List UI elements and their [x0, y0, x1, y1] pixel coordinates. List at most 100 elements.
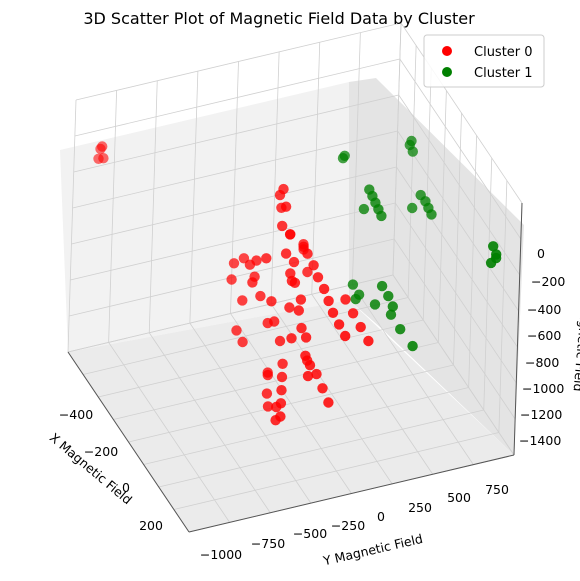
z-tick-label: −200	[531, 274, 565, 289]
y-tick-label: −750	[251, 536, 285, 551]
cluster-0-point	[340, 330, 351, 342]
cluster-0-point	[293, 305, 304, 316]
cluster-0-point	[302, 266, 313, 278]
cluster-0-point	[302, 370, 314, 382]
y-tick-label: −500	[293, 526, 327, 541]
cluster-0-point	[323, 295, 334, 307]
cluster-1-point	[407, 146, 418, 157]
cluster-0-point	[276, 202, 287, 213]
gridline	[498, 180, 508, 433]
cluster-0-point	[249, 271, 260, 282]
legend-label: Cluster 1	[474, 66, 533, 81]
cluster-0-point	[300, 332, 312, 343]
gridline	[351, 32, 361, 285]
cluster-0-point	[323, 397, 334, 408]
cluster-0-point	[228, 258, 240, 269]
gridline	[311, 42, 321, 295]
cluster-0-point	[276, 385, 287, 396]
back-pane-left	[60, 82, 349, 352]
gridlines	[67, 22, 523, 533]
legend-marker-cluster-0	[442, 46, 452, 56]
z-tick-label: −400	[527, 302, 561, 317]
x-tick-label: 200	[139, 518, 163, 533]
gridline	[108, 90, 118, 343]
cluster-0-point	[237, 295, 248, 306]
cluster-0-point	[262, 401, 274, 412]
gridline	[148, 80, 158, 333]
cluster-0-point	[298, 244, 309, 255]
cluster-1-point	[383, 290, 394, 302]
gridline	[422, 67, 432, 321]
cluster-0-point	[93, 153, 104, 164]
legend-label: Cluster 0	[474, 45, 533, 60]
cluster-0-point	[255, 290, 266, 302]
cluster-0-point	[286, 333, 297, 344]
cluster-0-point	[311, 368, 322, 380]
gridline	[189, 322, 312, 504]
cluster-0-point	[274, 189, 286, 201]
cluster-0-point	[286, 275, 298, 287]
gridline	[75, 22, 402, 101]
cluster-0-point	[355, 321, 366, 333]
legend-marker-cluster-1	[442, 67, 452, 77]
gridline	[483, 157, 493, 411]
cluster-0-point	[270, 415, 281, 426]
cluster-1-point	[426, 209, 437, 220]
cluster-1-point	[407, 202, 418, 214]
cluster-0-point	[262, 317, 273, 329]
gridline	[407, 45, 417, 298]
cluster-1-point	[376, 210, 387, 222]
x-axis-ticks: −400 −200 0 200	[59, 407, 163, 533]
y-axis-line	[188, 454, 515, 533]
cluster-0-point	[226, 274, 237, 285]
cluster-1-point	[488, 241, 499, 252]
cluster-0-point	[238, 253, 250, 264]
cluster-0-point	[333, 319, 345, 330]
cluster-0-point	[317, 383, 328, 394]
y-axis-ticks: −1000 −750 −500 −250 0 250 500 750	[200, 482, 509, 562]
cluster-0-point	[231, 325, 242, 336]
z-tick-label: 0	[537, 246, 545, 261]
gridline	[108, 342, 230, 523]
cluster-1-point	[347, 279, 359, 290]
y-tick-label: 0	[377, 509, 385, 524]
x-tick-label: 0	[122, 480, 130, 495]
gridline	[230, 61, 239, 314]
cluster-0-point	[271, 401, 282, 413]
cluster-1-point	[387, 301, 398, 312]
z-axis-label: Z Magnetic Field	[571, 289, 580, 393]
cluster-0-point	[284, 302, 295, 313]
y-tick-label: −250	[331, 518, 365, 533]
cluster-0-point	[237, 336, 248, 348]
gridline	[392, 22, 402, 276]
gridline	[189, 71, 199, 324]
cluster-0-point	[262, 369, 273, 381]
gridline	[311, 294, 434, 475]
gridline	[230, 313, 352, 494]
cluster-1-point	[385, 309, 397, 320]
cluster-0-point	[295, 294, 307, 305]
z-tick-label: −1400	[519, 433, 561, 448]
z-axis-ticks: 0 −200 −400 −600 −800 −1000 −1200 −1400	[519, 246, 565, 448]
cluster-0-point	[288, 256, 300, 268]
cluster-1-point	[358, 203, 370, 215]
cluster-0-point	[302, 355, 313, 366]
cluster-1-point	[369, 299, 381, 310]
cluster-1-point	[350, 293, 361, 305]
cluster-0-point	[308, 260, 319, 271]
y-tick-label: 250	[408, 500, 432, 515]
cluster-0-point	[280, 248, 292, 259]
cluster-0-point	[327, 307, 339, 318]
x-axis-label: X Magnetic Field	[47, 430, 135, 507]
gridline	[72, 130, 398, 209]
gridline	[270, 51, 280, 304]
cluster-1-point	[485, 257, 497, 269]
cluster-0-point	[266, 296, 277, 307]
cluster-1-point	[376, 280, 388, 292]
y-tick-label: 500	[447, 490, 471, 505]
floor-pane	[68, 300, 514, 532]
cluster-0-point	[261, 388, 273, 399]
gridline	[67, 274, 394, 353]
